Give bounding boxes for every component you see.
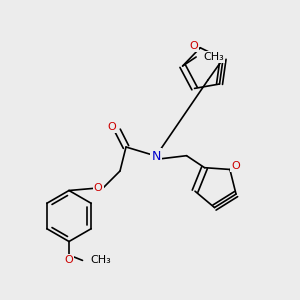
Text: O: O	[108, 122, 117, 132]
Text: O: O	[231, 161, 240, 171]
Text: O: O	[94, 183, 103, 194]
Text: O: O	[189, 41, 198, 51]
Text: CH₃: CH₃	[204, 52, 224, 62]
Text: O: O	[64, 255, 74, 265]
Text: N: N	[151, 149, 161, 163]
Text: CH₃: CH₃	[90, 255, 111, 266]
